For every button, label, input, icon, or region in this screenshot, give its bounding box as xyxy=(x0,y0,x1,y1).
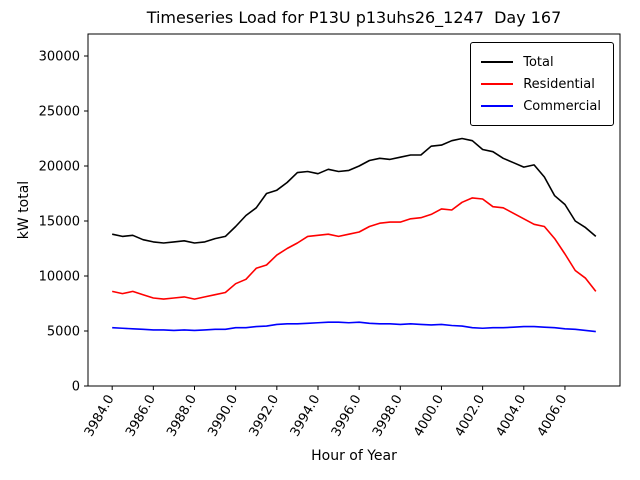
legend-label-residential: Residential xyxy=(523,76,595,92)
total-line-swatch xyxy=(481,61,514,63)
y-tick-label: 25000 xyxy=(39,105,80,120)
y-tick-label: 0 xyxy=(72,380,80,395)
y-axis-label: kW total xyxy=(16,180,32,240)
y-tick-label: 15000 xyxy=(39,215,80,230)
legend: Total Residential Commercial xyxy=(470,42,614,126)
x-tick-label: 3986.0 xyxy=(123,393,159,440)
x-tick-label: 4002.0 xyxy=(452,393,488,440)
y-tick-label: 10000 xyxy=(39,270,80,285)
commercial-line xyxy=(112,321,596,333)
legend-label-commercial: Commercial xyxy=(523,98,601,114)
y-tick-label: 30000 xyxy=(39,50,80,65)
x-tick-label: 4006.0 xyxy=(535,393,571,440)
x-tick-label: 3996.0 xyxy=(329,393,365,440)
x-tick-label: 4004.0 xyxy=(494,393,530,440)
x-tick-label: 4000.0 xyxy=(411,393,447,440)
total-line xyxy=(112,137,597,244)
x-tick-label: 3990.0 xyxy=(205,393,241,440)
legend-label-total: Total xyxy=(523,54,554,70)
x-tick-label: 3992.0 xyxy=(247,393,283,440)
x-axis-label: Hour of Year xyxy=(311,448,397,464)
y-tick-label: 20000 xyxy=(39,160,80,175)
legend-entry-residential: Residential xyxy=(481,73,601,95)
x-tick-label: 3994.0 xyxy=(288,393,324,440)
residential-line-swatch xyxy=(481,83,514,85)
axes-spines xyxy=(87,33,621,387)
residential-line xyxy=(112,197,597,300)
x-tick-label: 3998.0 xyxy=(370,393,406,440)
commercial-line-swatch xyxy=(481,105,514,107)
chart-title: Timeseries Load for P13U p13uhs26_1247 D… xyxy=(146,8,562,27)
x-tick-label: 3984.0 xyxy=(82,393,118,440)
x-tick-label: 3988.0 xyxy=(164,393,200,440)
y-tick-label: 5000 xyxy=(47,325,80,340)
legend-entry-commercial: Commercial xyxy=(481,95,601,117)
legend-entry-total: Total xyxy=(481,51,601,73)
